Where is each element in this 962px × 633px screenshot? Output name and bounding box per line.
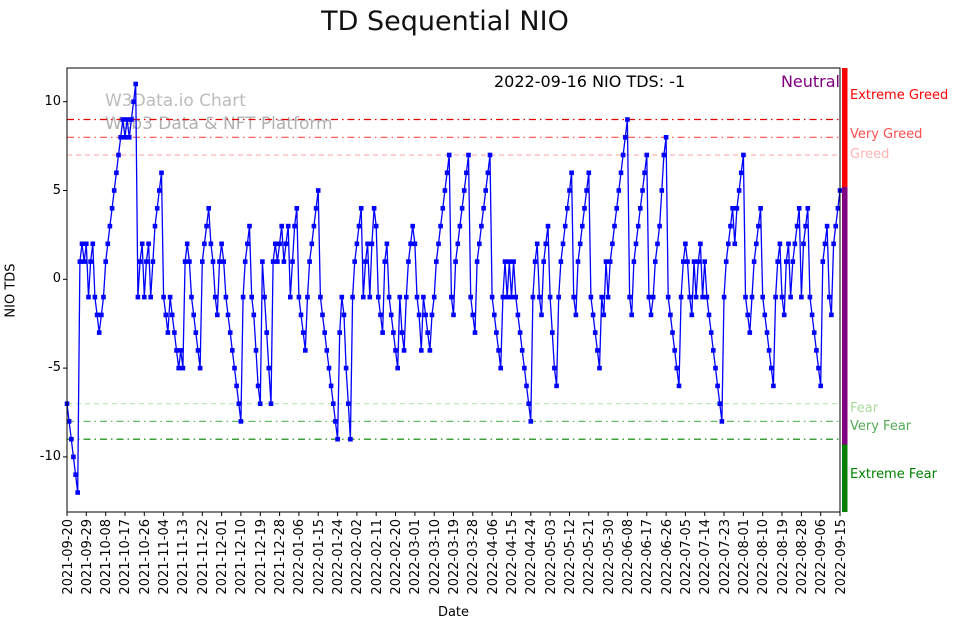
x-tick-label: 2022-04-24 (524, 519, 540, 595)
tds-series-markers (64, 81, 843, 495)
x-tick-label: 2021-12-01 (215, 519, 231, 595)
sentiment-zone-label: Very Fear (850, 418, 912, 434)
x-tick-label: 2022-08-28 (794, 519, 810, 595)
sentiment-zone-label: Greed (850, 147, 890, 163)
tds-series-line (66, 83, 841, 493)
chart-title: TD Sequential NIO (321, 6, 569, 37)
x-tick-label: 2022-06-26 (659, 519, 675, 595)
x-tick-label: 2022-03-28 (466, 519, 482, 595)
y-tick-label: 5 (52, 182, 61, 198)
sentiment-status: Neutral (780, 72, 840, 91)
x-tick-label: 2022-01-24 (331, 519, 347, 595)
y-tick-label: 0 (52, 271, 61, 287)
x-tick-label: 2022-09-06 (814, 519, 830, 595)
sentiment-zone-label: Very Greed (850, 127, 923, 143)
x-tick-label: 2021-11-04 (157, 519, 173, 595)
x-tick-label: 2022-08-19 (775, 519, 791, 595)
y-tick-label: 10 (44, 93, 61, 109)
watermark-line1: W3Data.io Chart (105, 91, 246, 111)
x-tick-label: 2022-03-19 (447, 519, 462, 595)
x-tick-label: 2022-07-05 (678, 519, 694, 595)
x-tick-label: 2022-09-15 (833, 519, 849, 595)
y-tick-label: -10 (39, 448, 61, 464)
x-tick-label: 2022-08-10 (756, 519, 772, 595)
sentiment-zone-label: Extreme Greed (850, 88, 949, 104)
x-tick-label: 2021-12-28 (273, 519, 289, 595)
x-tick-label: 2022-07-23 (717, 519, 733, 595)
x-tick-label: 2022-05-21 (582, 519, 598, 595)
x-tick-label: 2021-10-26 (137, 519, 153, 595)
x-tick-label: 2022-02-20 (389, 519, 405, 595)
x-tick-label: 2022-01-15 (311, 519, 327, 595)
x-tick-label: 2022-03-10 (427, 519, 443, 595)
x-tick-label: 2021-11-22 (195, 519, 211, 595)
latest-tds-text: 2022-09-16 NIO TDS: -1 (494, 72, 686, 91)
x-tick-label: 2022-05-12 (562, 519, 578, 595)
x-tick-label: 2022-04-06 (485, 519, 501, 595)
x-tick-label: 2021-10-17 (118, 519, 134, 595)
sentiment-zone-label: Extreme Fear (850, 466, 937, 482)
x-tick-label: 2022-05-30 (601, 519, 617, 595)
x-tick-label: 2021-12-10 (234, 519, 250, 595)
x-tick-label: 2021-11-13 (176, 519, 192, 595)
x-tick-label: 2022-06-08 (620, 519, 636, 595)
latest-tds-annotation: 2022-09-16 NIO TDS: -1 Neutral (494, 72, 840, 91)
x-tick-label: 2022-03-01 (408, 519, 424, 595)
sentiment-color-bar (842, 68, 848, 512)
x-tick-label: 2022-08-01 (736, 519, 752, 595)
x-axis-label: Date (437, 605, 470, 620)
x-tick-label: 2021-09-29 (79, 519, 95, 595)
x-tick-label: 2022-06-17 (640, 519, 656, 595)
sentiment-zone-label: Fear (850, 400, 879, 416)
x-tick-label: 2021-10-08 (99, 519, 115, 595)
x-tick-label: 2022-02-11 (369, 519, 385, 595)
x-tick-label: 2022-05-03 (543, 519, 559, 595)
x-tick-label: 2022-04-15 (504, 519, 520, 595)
x-tick-label: 2022-07-14 (698, 519, 714, 595)
y-tick-label: -5 (48, 360, 61, 376)
x-tick-label: 2021-09-20 (60, 519, 76, 595)
x-tick-label: 2021-12-19 (253, 519, 269, 595)
x-tick-label: 2022-01-06 (292, 519, 308, 595)
x-tick-label: 2022-02-02 (350, 519, 366, 595)
